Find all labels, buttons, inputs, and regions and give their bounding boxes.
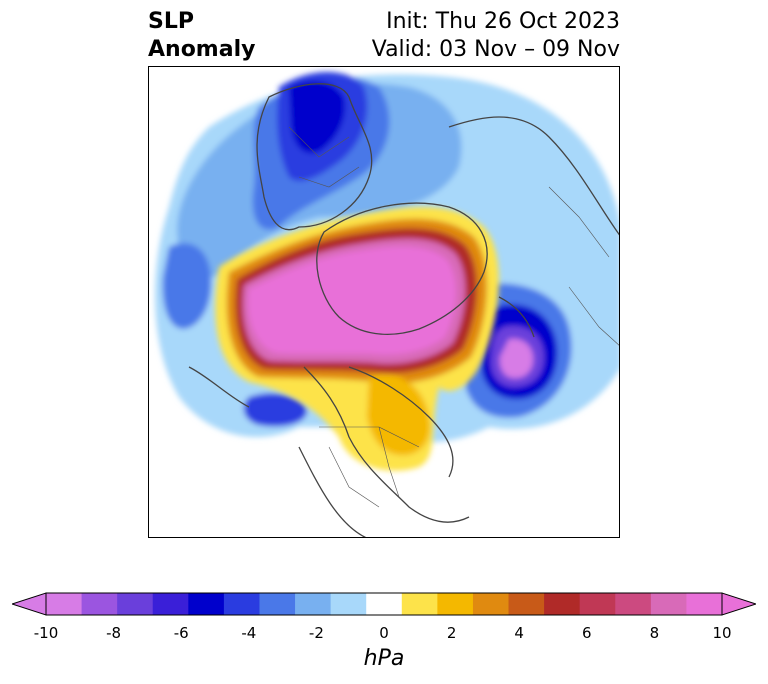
- colorbar-tick-label: -6: [173, 624, 189, 642]
- colorbar-units: hPa: [363, 646, 405, 671]
- colorbar-tick-label: -10: [33, 624, 59, 642]
- colorbar-cells: [46, 593, 723, 615]
- colorbar-tick-label: 4: [514, 624, 524, 642]
- colorbar: [12, 592, 756, 616]
- colorbar-cell: [330, 593, 367, 615]
- valid-range: Valid: 03 Nov – 09 Nov: [371, 37, 620, 62]
- colorbar-cell: [579, 593, 616, 615]
- colorbar-cell: [295, 593, 332, 615]
- colorbar-cell: [223, 593, 260, 615]
- colorbar-cell: [508, 593, 545, 615]
- colorbar-tick-label: 8: [649, 624, 660, 642]
- colorbar-cell: [686, 593, 723, 615]
- map-panel: [148, 66, 620, 538]
- forecast-dates: Init: Thu 26 Oct 2023 Valid: 03 Nov – 09…: [372, 8, 620, 64]
- colorbar-cell: [117, 593, 154, 615]
- colorbar-extend-left: [12, 592, 47, 616]
- colorbar-cell: [259, 593, 296, 615]
- colorbar-cell: [152, 593, 189, 615]
- colorbar-outline: [45, 592, 723, 616]
- title-line-2: Anomaly: [148, 37, 256, 62]
- slp-anomaly-map: [155, 72, 619, 537]
- title-line-1: SLP: [148, 9, 194, 34]
- colorbar-cell: [366, 593, 403, 615]
- colorbar-cell: [544, 593, 581, 615]
- colorbar-cell: [401, 593, 438, 615]
- coastlines: [188, 83, 619, 537]
- colorbar-cell: [81, 593, 118, 615]
- colorbar-tick-label: 10: [712, 624, 732, 642]
- colorbar-cell: [46, 593, 83, 615]
- colorbar-tick-label: -4: [241, 624, 257, 642]
- init-date: Init: Thu 26 Oct 2023: [386, 9, 620, 34]
- colorbar-tick-label: -8: [106, 624, 122, 642]
- positive-anomaly-shading: [215, 207, 499, 471]
- colorbar-cell: [650, 593, 687, 615]
- colorbar-tick-label: -2: [308, 624, 324, 642]
- political-borders: [288, 126, 619, 508]
- colorbar-cell: [472, 593, 510, 615]
- colorbar-cell: [615, 593, 652, 615]
- colorbar-extend-right: [721, 592, 756, 616]
- colorbar-cell: [188, 593, 225, 615]
- colorbar-cell: [437, 593, 474, 615]
- colorbar-tick-label: 2: [446, 624, 457, 642]
- map-title: SLP Anomaly: [148, 8, 255, 64]
- colorbar-tick-label: 0: [379, 624, 389, 642]
- colorbar-tick-label: 6: [582, 624, 592, 642]
